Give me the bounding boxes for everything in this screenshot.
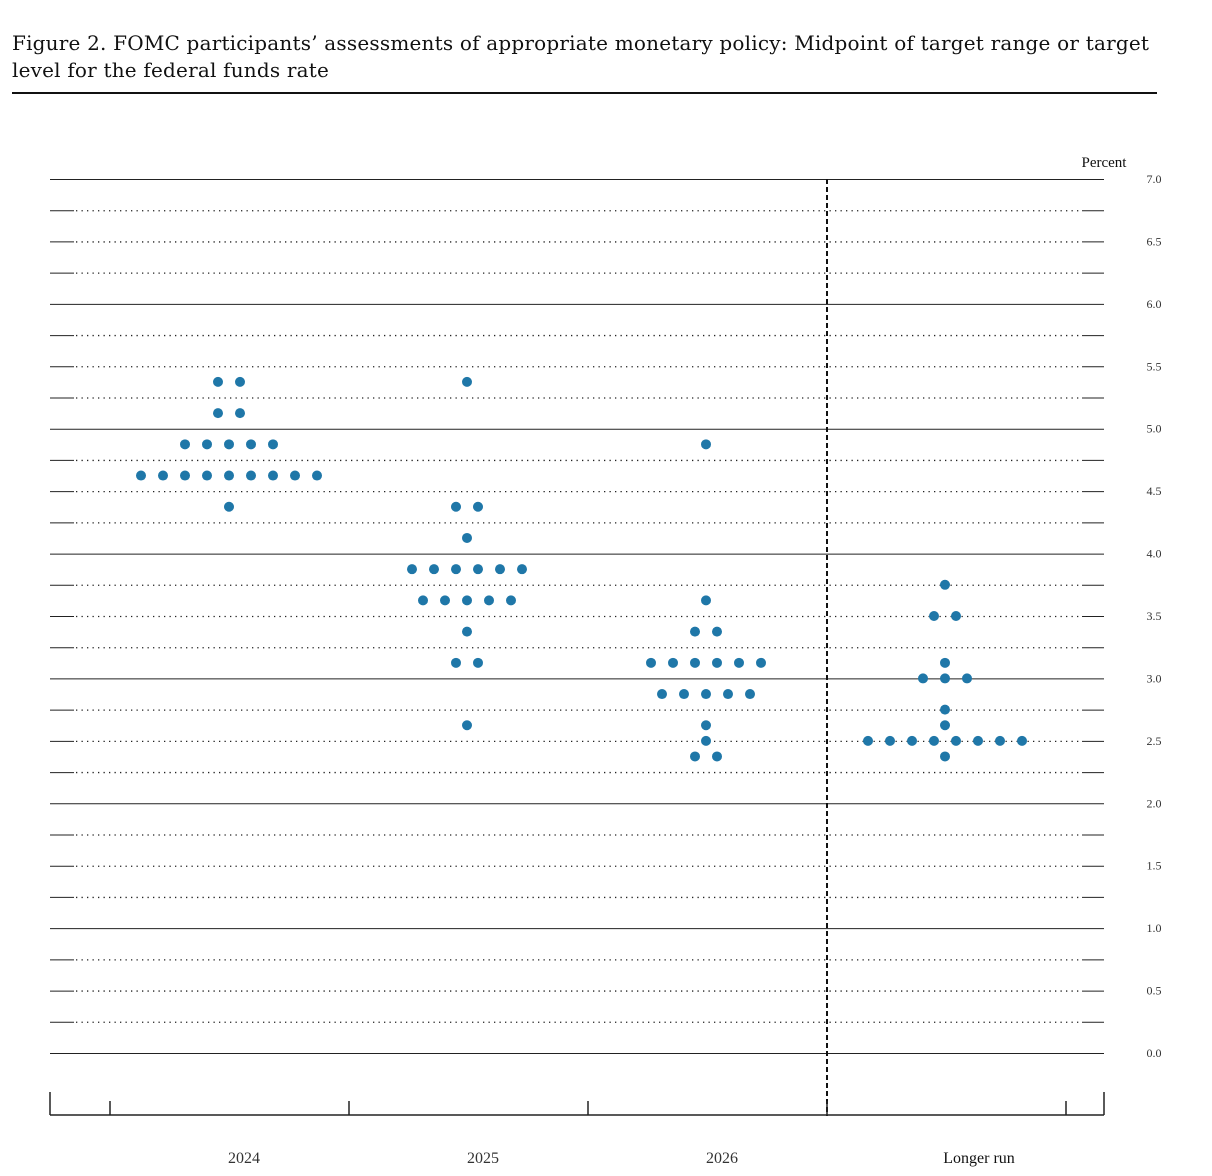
participant-dot — [495, 564, 505, 575]
participant-dot — [268, 439, 278, 450]
participant-dot — [462, 376, 472, 387]
x-category-label: 2024 — [228, 1150, 260, 1167]
participant-dot — [646, 657, 656, 668]
participant-dot — [451, 657, 461, 668]
y-tick-label: 3.5 — [1147, 609, 1162, 623]
participant-dot — [907, 735, 917, 746]
participant-dot — [668, 657, 678, 668]
participant-dot — [940, 704, 950, 715]
x-category-label: 2025 — [467, 1150, 499, 1167]
participant-dot — [929, 611, 939, 621]
participant-dot — [451, 501, 461, 512]
participant-dot — [462, 720, 472, 731]
participant-dot — [213, 376, 223, 387]
participant-dot — [690, 657, 700, 668]
participant-dot — [407, 564, 417, 575]
y-tick-label: 5.5 — [1147, 359, 1162, 373]
participant-dot — [462, 626, 472, 637]
participant-dot — [940, 579, 950, 590]
participant-dot — [246, 439, 256, 450]
participant-dot — [701, 689, 711, 700]
x-category-label: 2026 — [706, 1150, 738, 1167]
participant-dot — [918, 673, 928, 684]
y-tick-label: 6.5 — [1147, 234, 1162, 248]
participant-dot — [940, 751, 950, 762]
participant-dot — [690, 626, 700, 637]
participant-dot — [224, 470, 234, 481]
participant-dot — [885, 735, 895, 746]
participant-dot — [451, 564, 461, 575]
participant-dot — [712, 657, 722, 668]
participant-dot — [136, 470, 146, 481]
participant-dot — [734, 657, 744, 668]
figure-title: Figure 2. FOMC participants’ assessments… — [12, 31, 1150, 82]
y-tick-label: 2.0 — [1147, 796, 1162, 810]
y-tick-label: 0.0 — [1147, 1046, 1162, 1060]
participant-dot — [701, 595, 711, 606]
y-tick-label: 2.5 — [1147, 734, 1162, 748]
y-tick-label: 1.5 — [1147, 859, 1162, 873]
participant-dot — [701, 439, 711, 450]
participant-dot — [180, 439, 190, 450]
participant-dot — [940, 720, 950, 731]
participant-dot — [1017, 735, 1027, 746]
participant-dot — [951, 611, 961, 621]
participant-dot — [462, 595, 472, 606]
participant-dot — [756, 657, 766, 668]
participant-dot — [484, 595, 494, 606]
participant-dot — [473, 564, 483, 575]
participant-dot — [246, 470, 256, 481]
participant-dot — [462, 532, 472, 543]
participant-dot — [701, 720, 711, 731]
participant-dot — [712, 626, 722, 637]
participant-dot — [290, 470, 300, 481]
participant-dot — [940, 657, 950, 668]
y-tick-label: 1.0 — [1147, 921, 1162, 935]
participant-dot — [951, 735, 961, 746]
y-tick-label: 0.5 — [1147, 984, 1162, 998]
participant-dot — [473, 501, 483, 512]
participant-dot — [701, 735, 711, 746]
participant-dot — [723, 689, 733, 700]
participant-dot — [929, 735, 939, 746]
participant-dot — [202, 439, 212, 450]
participant-dot — [429, 564, 439, 575]
participant-dot — [235, 408, 245, 419]
participant-dot — [418, 595, 428, 606]
participant-dot — [712, 751, 722, 762]
y-tick-label: 4.0 — [1147, 547, 1162, 561]
participant-dot — [679, 689, 689, 700]
participant-dot — [517, 564, 527, 575]
participant-dot — [312, 470, 322, 481]
y-tick-label: 4.5 — [1147, 484, 1162, 498]
participant-dot — [962, 673, 972, 684]
participant-dot — [180, 470, 190, 481]
participant-dot — [657, 689, 667, 700]
participant-dot — [940, 673, 950, 684]
participant-dot — [690, 751, 700, 762]
participant-dot — [973, 735, 983, 746]
y-tick-label: 6.0 — [1147, 297, 1162, 311]
participant-dot — [202, 470, 212, 481]
y-tick-label: 3.0 — [1147, 671, 1162, 685]
x-category-label: Longer run — [943, 1150, 1015, 1167]
participant-dot — [506, 595, 516, 606]
participant-dot — [213, 408, 223, 419]
participant-dot — [268, 470, 278, 481]
y-tick-label: 7.0 — [1147, 172, 1162, 186]
participant-dot — [158, 470, 168, 481]
title-rule — [12, 92, 1157, 94]
participant-dot — [995, 735, 1005, 746]
participant-dot — [745, 689, 755, 700]
participant-dot — [440, 595, 450, 606]
participant-dot — [235, 376, 245, 387]
participant-dot — [473, 657, 483, 668]
participant-dot — [863, 735, 873, 746]
participant-dot — [224, 439, 234, 450]
y-tick-label: 5.0 — [1147, 422, 1162, 436]
y-axis-label: Percent — [1082, 155, 1128, 171]
participant-dot — [224, 501, 234, 512]
